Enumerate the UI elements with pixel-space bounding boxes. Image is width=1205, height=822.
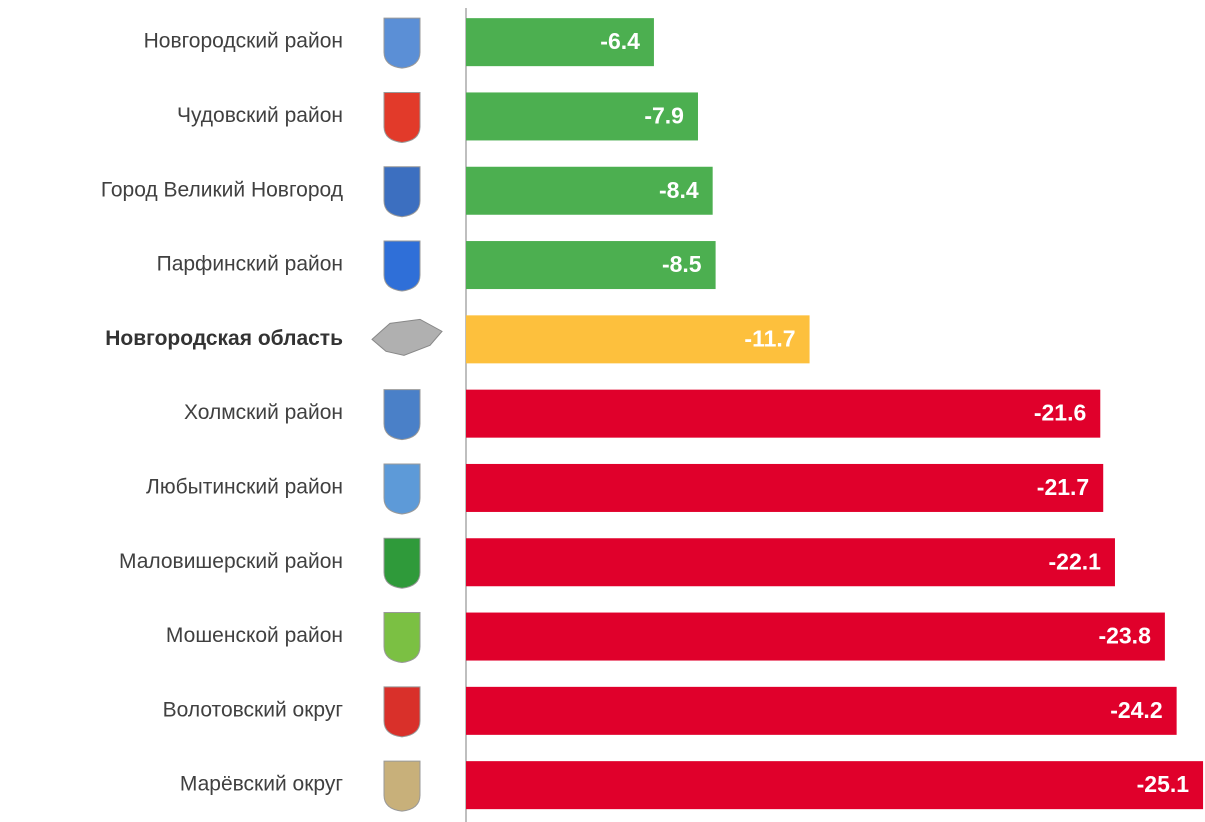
- value-label: -25.1: [1137, 771, 1190, 797]
- category-label: Мошенской район: [166, 624, 343, 647]
- bar: [466, 761, 1204, 810]
- value-label: -24.2: [1110, 697, 1162, 723]
- bar: [466, 538, 1115, 587]
- category-label: Волотовский округ: [163, 698, 344, 721]
- value-label: -23.8: [1098, 623, 1151, 649]
- category-label: Новгородская область: [105, 327, 343, 350]
- value-label: -7.9: [644, 103, 684, 129]
- coat-of-arms-icon: [383, 537, 421, 589]
- category-label: Холмский район: [184, 401, 343, 424]
- coat-of-arms-icon: [383, 686, 421, 738]
- category-label: Чудовский район: [177, 104, 343, 127]
- bar: [466, 18, 654, 67]
- value-label: -8.4: [659, 177, 699, 203]
- value-label: -22.1: [1049, 548, 1102, 574]
- value-label: -6.4: [600, 28, 640, 54]
- coat-of-arms-icon: [383, 463, 421, 515]
- category-label: Новгородский район: [144, 30, 343, 53]
- bar: [466, 315, 810, 364]
- bar: [466, 92, 698, 141]
- coat-of-arms-icon: [383, 612, 421, 664]
- coat-of-arms-icon: [383, 760, 421, 812]
- bar: [466, 686, 1177, 735]
- value-label: -21.6: [1034, 400, 1086, 426]
- coat-of-arms-icon: [383, 17, 421, 69]
- bar: [466, 241, 716, 290]
- bar: [466, 463, 1104, 512]
- region-map-icon: [371, 318, 443, 356]
- coat-of-arms-icon: [383, 91, 421, 143]
- category-label: Город Великий Новгород: [101, 178, 343, 201]
- category-label: Любытинский район: [146, 475, 343, 498]
- coat-of-arms-icon: [383, 389, 421, 441]
- category-label: Марёвский округ: [180, 773, 343, 796]
- value-label: -8.5: [662, 251, 702, 277]
- category-label: Маловишерский район: [119, 550, 343, 573]
- category-label: Парфинский район: [157, 253, 343, 276]
- value-label: -21.7: [1037, 474, 1089, 500]
- bar: [466, 612, 1165, 661]
- coat-of-arms-icon: [383, 240, 421, 292]
- value-label: -11.7: [744, 325, 795, 351]
- coat-of-arms-icon: [383, 166, 421, 218]
- bar: [466, 389, 1101, 438]
- bar: [466, 166, 713, 215]
